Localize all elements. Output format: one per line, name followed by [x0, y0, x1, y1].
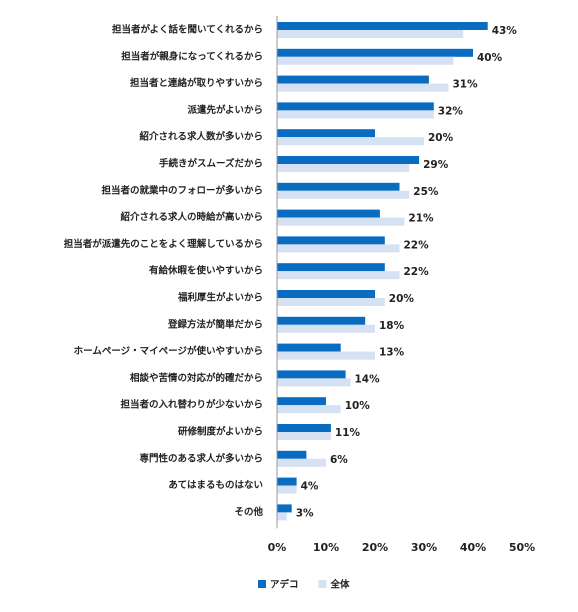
value-label: 10% [345, 400, 371, 412]
legend-swatch [318, 580, 327, 588]
value-label: 11% [335, 427, 361, 439]
value-label: 32% [438, 105, 464, 117]
category-label: 手続きがスムーズだから [159, 158, 263, 170]
category-label: あてはまるものはない [168, 479, 263, 491]
category-label: 研修制度がよいから [178, 426, 263, 438]
category-label: 担当者が親身になってくれるから [121, 50, 263, 62]
value-label: 14% [355, 373, 381, 385]
bar [277, 22, 488, 30]
legend-label: 全体 [330, 579, 351, 591]
bar [277, 271, 400, 280]
x-tick-label: 50% [509, 541, 535, 554]
bar [277, 236, 385, 245]
category-label: 担当者の就業中のフォローが多いから [101, 184, 263, 196]
bar [277, 137, 424, 146]
value-label: 20% [428, 132, 454, 144]
value-label: 3% [296, 507, 314, 519]
bar [277, 397, 326, 406]
bar [277, 263, 385, 272]
category-label: 紹介される求人の時給が高いから [120, 211, 263, 223]
bar [277, 164, 410, 172]
category-label: 福利厚生がよいから [177, 292, 263, 304]
bar [277, 102, 434, 111]
bar [277, 504, 292, 513]
bar [277, 244, 400, 253]
category-label: 登録方法が簡単だから [167, 318, 263, 330]
value-label: 18% [379, 320, 405, 332]
x-tick-label: 10% [313, 541, 339, 554]
x-tick-label: 40% [460, 541, 486, 554]
category-label: その他 [234, 506, 263, 518]
bar [277, 477, 297, 486]
value-label: 22% [404, 266, 430, 278]
value-label: 25% [413, 186, 439, 198]
category-label: 担当者が派遣先のことをよく理解しているから [64, 238, 263, 250]
bar [277, 324, 375, 333]
bar [277, 75, 429, 84]
bar [277, 217, 405, 226]
category-label: 担当者がよく話を聞いてくれるから [112, 24, 263, 36]
bar [277, 485, 297, 494]
bar [277, 450, 307, 459]
bar [277, 48, 473, 57]
x-tick-label: 20% [362, 541, 388, 554]
value-label: 4% [301, 481, 319, 493]
category-label: 派遣先がよいから [187, 104, 263, 116]
bar [277, 316, 366, 325]
legend-label: アデコ [270, 579, 299, 591]
bar [277, 512, 287, 521]
bar [277, 290, 375, 298]
bar [277, 190, 410, 199]
category-label: 相談や苦情の対応が的確だから [130, 372, 263, 384]
value-label: 6% [330, 454, 348, 466]
bar [277, 209, 380, 218]
bar [277, 156, 420, 164]
bar [277, 129, 375, 138]
bar [277, 30, 464, 38]
value-label: 43% [492, 25, 518, 37]
bar [277, 298, 385, 306]
category-label: 専門性のある求人が多いから [139, 452, 263, 464]
category-label: 紹介される求人数が多いから [139, 131, 263, 143]
value-label: 40% [477, 52, 503, 64]
bar [277, 56, 454, 65]
bar [277, 424, 331, 432]
bar [277, 458, 326, 467]
bar [277, 405, 341, 414]
value-label: 21% [408, 213, 434, 225]
category-label: 担当者と連絡が取りやすいから [130, 77, 263, 89]
bar [277, 351, 375, 360]
x-tick-label: 30% [411, 541, 437, 554]
value-label: 13% [379, 347, 405, 359]
bar [277, 378, 351, 387]
value-label: 20% [389, 293, 415, 305]
value-label: 31% [453, 79, 479, 91]
bar [277, 370, 346, 379]
bar [277, 110, 434, 119]
bar [277, 182, 400, 191]
value-label: 29% [423, 159, 449, 171]
x-tick-label: 0% [268, 541, 287, 554]
bar [277, 432, 331, 440]
category-label: 担当者の入れ替わりが少ないから [120, 399, 263, 411]
bar [277, 343, 341, 352]
legend-swatch [258, 580, 266, 588]
bar [277, 83, 449, 92]
category-label: 有給休暇を使いやすいから [149, 265, 263, 277]
category-label: ホームページ・マイページが使いやすいから [74, 345, 263, 357]
value-label: 22% [404, 239, 430, 251]
